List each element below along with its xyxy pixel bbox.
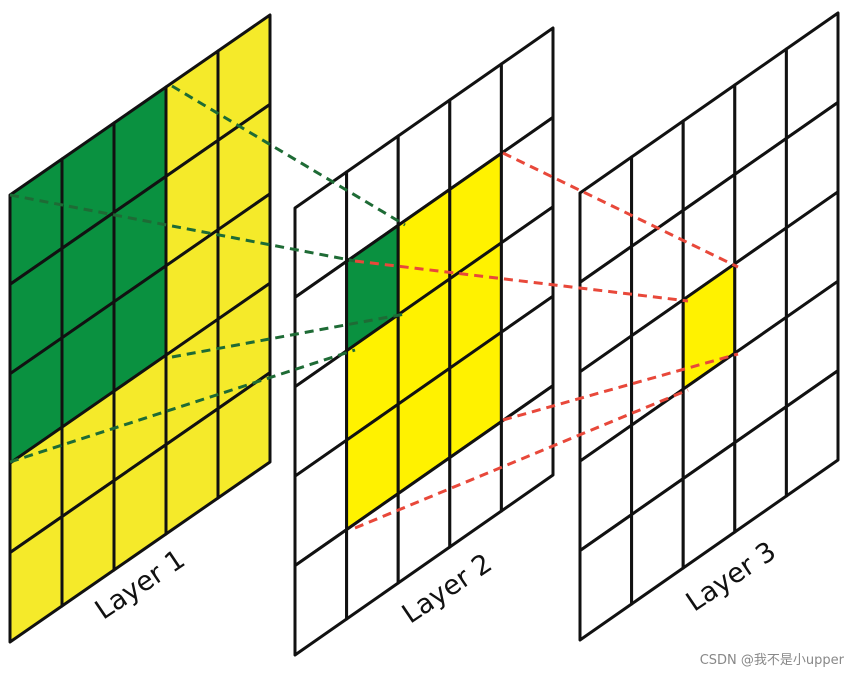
green-dashed-line [9, 348, 356, 464]
watermark: CSDN @我不是小upper [700, 653, 845, 668]
red-dashed-line [354, 259, 689, 303]
grids [8, 11, 840, 657]
green-dashed-line [171, 312, 406, 359]
red-dashed-line [502, 151, 739, 269]
red-dashed-line [354, 388, 689, 530]
green-dashed-line [171, 84, 406, 227]
grid-cell [784, 369, 840, 498]
grid-cell [216, 371, 272, 500]
red-dashed-line [502, 352, 739, 422]
connector-lines [9, 84, 739, 530]
green-dashed-line [9, 193, 356, 263]
grid-cell [499, 384, 555, 513]
